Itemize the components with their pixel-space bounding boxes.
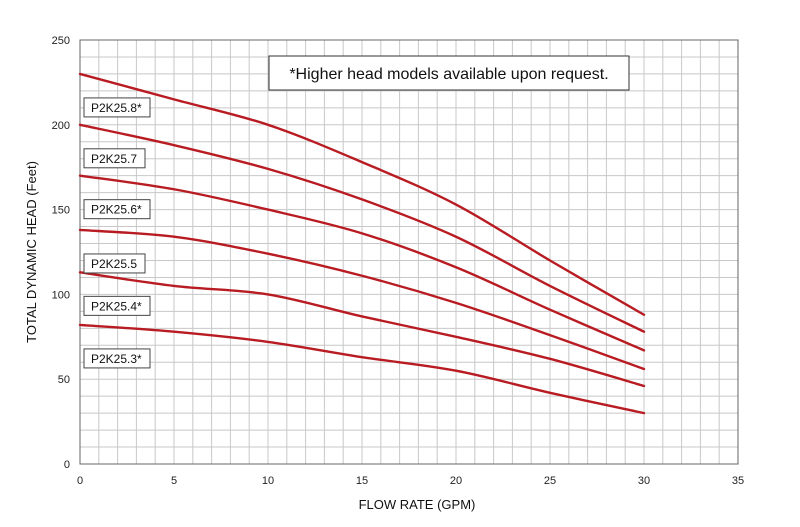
series-label-box xyxy=(83,199,151,220)
series-lines xyxy=(78,72,646,415)
grid xyxy=(80,40,738,464)
series-label-text: P2K25.6* xyxy=(91,203,142,217)
y-axis-title: TOTAL DYNAMIC HEAD (Feet) xyxy=(24,161,39,343)
annotation-box: *Higher head models available upon reque… xyxy=(268,55,630,91)
y-tick-label: 200 xyxy=(52,120,70,132)
series-label-text: P2K25.5 xyxy=(91,257,137,271)
y-tick-label: 50 xyxy=(58,374,70,386)
annotation-frame xyxy=(268,55,630,91)
series-label: P2K25.8* xyxy=(83,97,151,118)
series-label-text: P2K25.4* xyxy=(91,299,142,313)
series-label: P2K25.3* xyxy=(83,348,151,369)
series-line xyxy=(78,174,646,352)
series-line xyxy=(78,228,646,371)
x-tick-label: 30 xyxy=(638,475,650,487)
y-tick-label: 100 xyxy=(52,289,70,301)
series-line xyxy=(78,72,646,316)
series-label-box xyxy=(83,348,151,369)
series-label-text: P2K25.8* xyxy=(91,101,142,115)
series-label-text: P2K25.3* xyxy=(91,352,142,366)
tick-labels: 0 5 10 15 20 25 30 35 0 50 100 150 200 250 xyxy=(52,35,744,487)
x-tick-label: 20 xyxy=(450,475,462,487)
series-label-text: P2K25.7 xyxy=(91,152,137,166)
plot-border xyxy=(79,39,739,465)
y-tick-label: 250 xyxy=(52,35,70,47)
series-label: P2K25.4* xyxy=(83,295,151,316)
y-tick-label: 150 xyxy=(52,205,70,217)
x-tick-label: 5 xyxy=(171,475,177,487)
series-line xyxy=(78,271,646,388)
series-label-box xyxy=(83,97,151,118)
series-label-box xyxy=(83,253,146,274)
series-labels: P2K25.8* P2K25.7 P2K25.6* P2K25.5 P2K25.4* P2… xyxy=(83,97,151,369)
series-label: P2K25.7 xyxy=(83,148,146,169)
series-label-box xyxy=(83,148,146,169)
series-label-box xyxy=(83,295,151,316)
x-axis-title: FLOW RATE (GPM) xyxy=(359,497,476,512)
x-tick-label: 35 xyxy=(732,475,744,487)
x-tick-label: 10 xyxy=(262,475,274,487)
series-line xyxy=(78,123,646,333)
plot-background xyxy=(80,40,738,464)
x-tick-label: 15 xyxy=(356,475,368,487)
annotation-text: *Higher head models available upon reque… xyxy=(289,66,608,83)
series-label: P2K25.5 xyxy=(83,253,146,274)
x-tick-label: 25 xyxy=(544,475,556,487)
y-tick-label: 0 xyxy=(64,459,70,471)
series-line xyxy=(78,323,646,415)
x-tick-label: 0 xyxy=(77,475,83,487)
series-label: P2K25.6* xyxy=(83,199,151,220)
